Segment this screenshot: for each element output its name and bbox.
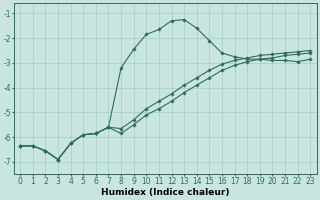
X-axis label: Humidex (Indice chaleur): Humidex (Indice chaleur): [101, 188, 229, 197]
